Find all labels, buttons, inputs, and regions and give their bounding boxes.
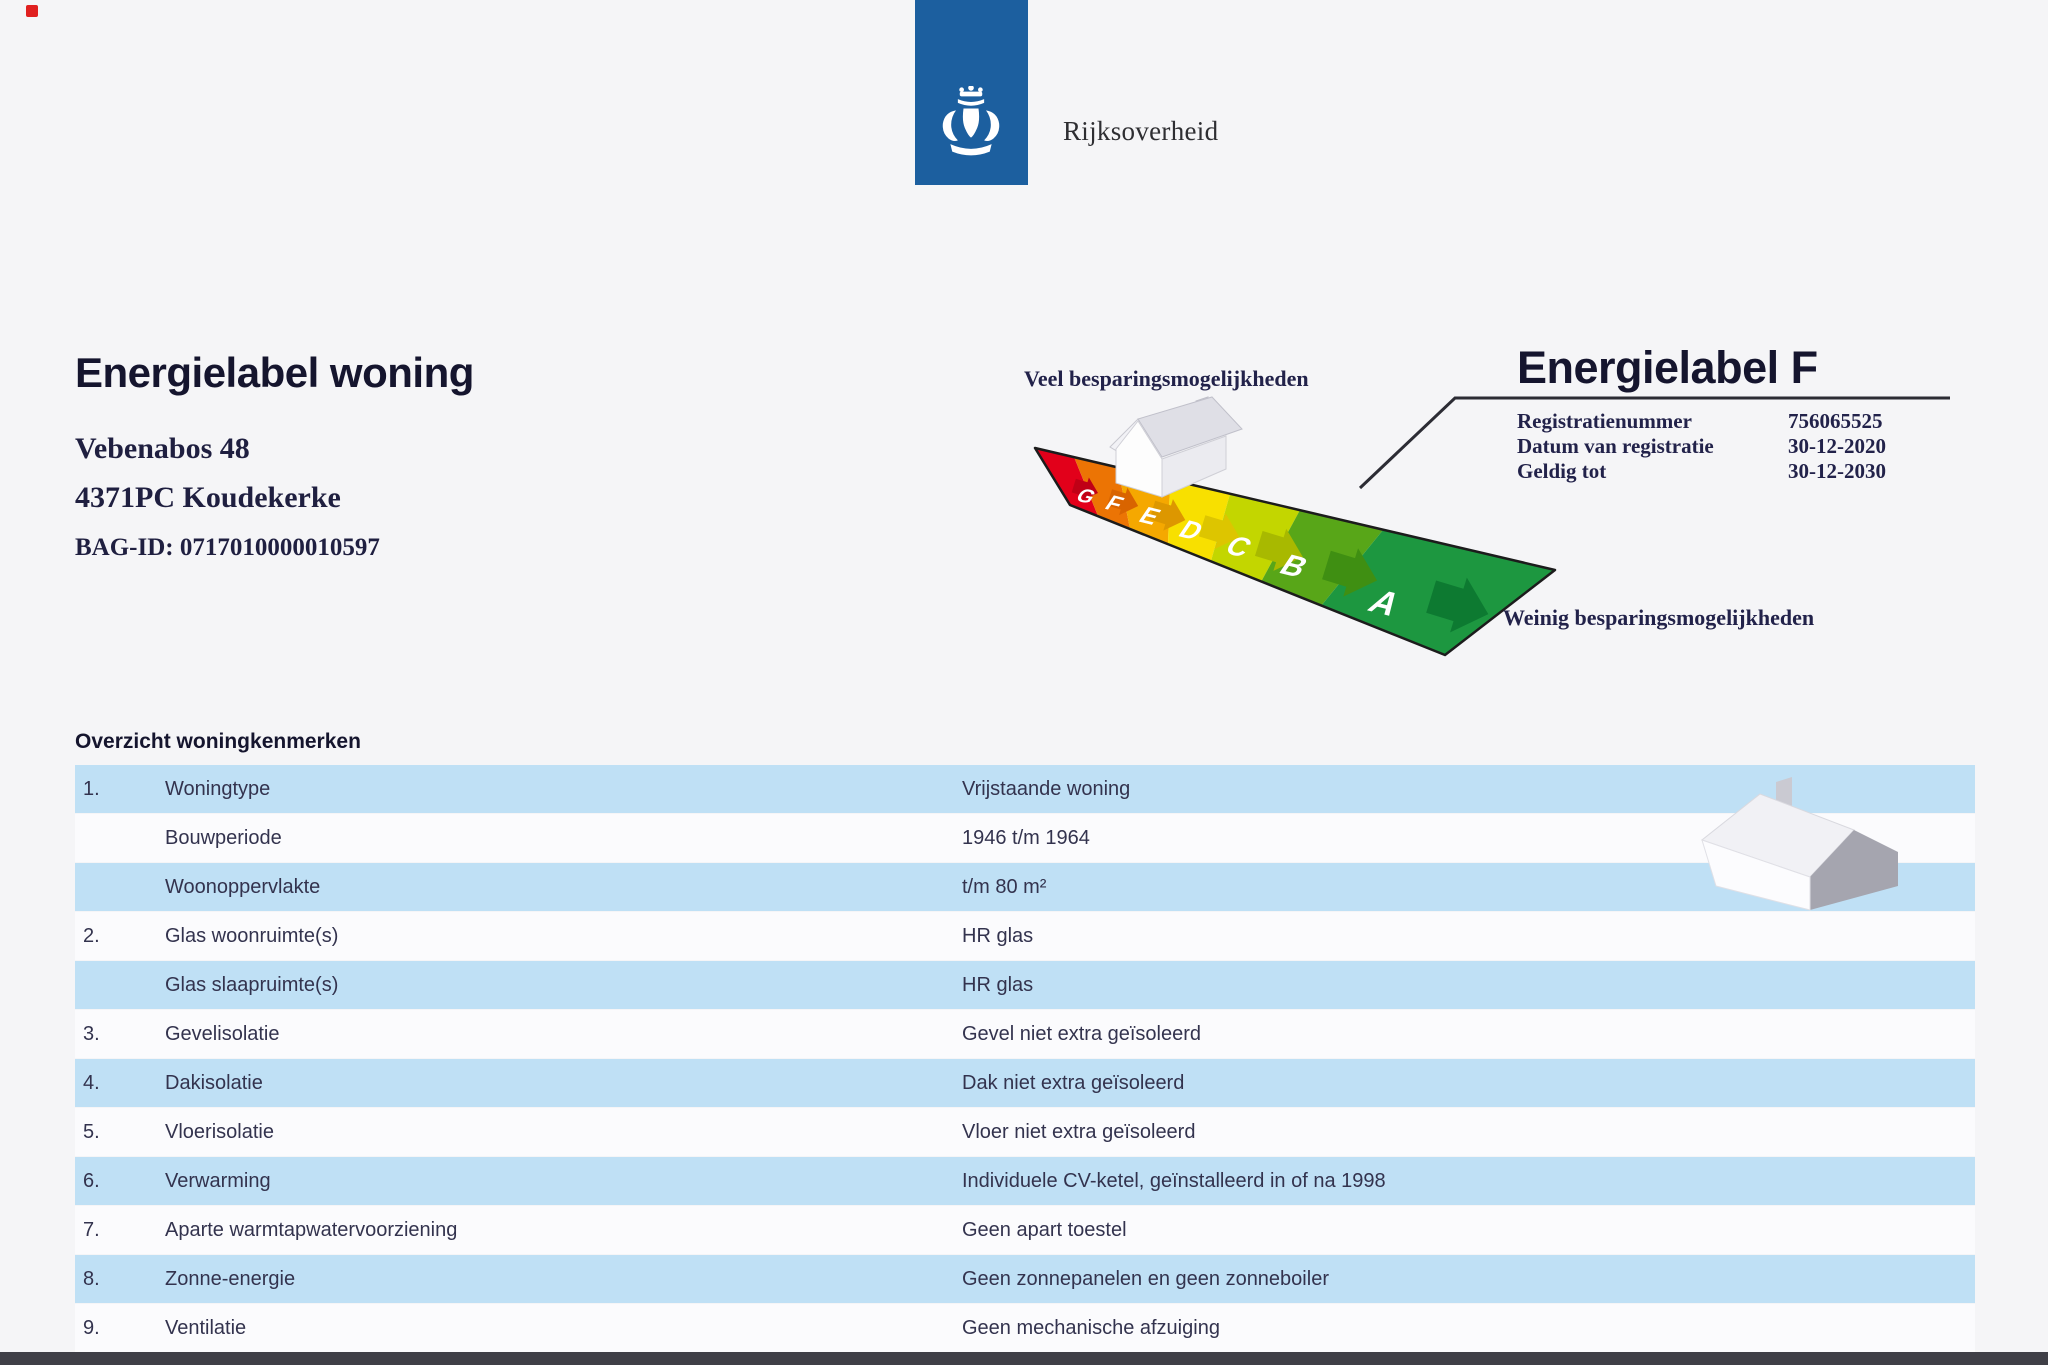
field-value: 756065525 [1788, 409, 1883, 433]
row-number: 9. [83, 1317, 100, 1339]
savings-note-bottom: Weinig besparingsmogelijkheden [1503, 605, 1815, 630]
address-line1: Vebenabos 48 [75, 432, 250, 465]
row-value: Vloer niet extra geïsoleerd [962, 1121, 1196, 1143]
row-value: t/m 80 m² [962, 876, 1047, 898]
field-label: Geldig tot [1517, 459, 1607, 483]
row-number: 2. [83, 925, 100, 947]
table-row: 8. Zonne-energie Geen zonnepanelen en ge… [75, 1255, 1975, 1303]
registration-row: Geldig tot 30-12-2030 [1517, 459, 1987, 484]
house-on-scale-icon [1109, 396, 1243, 498]
row-value: Dak niet extra geïsoleerd [962, 1072, 1185, 1094]
page-title: Energielabel woning [75, 349, 474, 396]
row-value: 1946 t/m 1964 [962, 827, 1090, 849]
row-value: HR glas [962, 974, 1034, 996]
bag-id: BAG-ID: 0717010000010597 [75, 534, 380, 561]
scale-segment-b [1261, 510, 1383, 606]
field-value: 30-12-2020 [1788, 434, 1886, 458]
row-label: Glas slaapruimte(s) [165, 974, 339, 996]
row-value: Geen apart toestel [962, 1219, 1127, 1241]
house-icon [1700, 777, 1898, 911]
rijksoverheid-logo-banner [915, 0, 1028, 185]
row-label: Gevelisolatie [165, 1023, 280, 1045]
table-row: Bouwperiode 1946 t/m 1964 [75, 814, 1975, 862]
energy-scale-graphic: G F E D C B A [1033, 396, 1557, 657]
row-number: 7. [83, 1219, 100, 1241]
row-value: Individuele CV-ketel, geïnstalleerd in o… [962, 1170, 1386, 1192]
row-label: Dakisolatie [165, 1072, 263, 1094]
field-value: 30-12-2030 [1788, 459, 1886, 483]
table-row: Glas slaapruimte(s) HR glas [75, 961, 1975, 1009]
row-number: 5. [83, 1121, 100, 1143]
table-row: 7. Aparte warmtapwatervoorziening Geen a… [75, 1206, 1975, 1254]
scale-segment-g [1035, 448, 1098, 516]
registration-fields: Registratienummer 756065525 Datum van re… [1517, 409, 1987, 484]
savings-note-top: Veel besparingsmogelijkheden [1024, 366, 1309, 391]
row-label: Glas woonruimte(s) [165, 925, 339, 947]
row-label: Woonoppervlakte [165, 876, 321, 898]
address-line2: 4371PC Koudekerke [75, 481, 341, 514]
table-heading: Overzicht woningkenmerken [75, 730, 361, 753]
registration-row: Datum van registratie 30-12-2020 [1517, 434, 1987, 459]
row-value: Vrijstaande woning [962, 778, 1131, 800]
table-row: 5. Vloerisolatie Vloer niet extra geïsol… [75, 1108, 1975, 1156]
scale-segment-c [1211, 494, 1300, 582]
row-label: Verwarming [165, 1170, 271, 1192]
field-label: Datum van registratie [1517, 434, 1714, 458]
row-label: Bouwperiode [165, 827, 282, 849]
red-dot-artifact [26, 5, 38, 17]
callout-line [1358, 396, 1950, 490]
field-label: Registratienummer [1517, 409, 1692, 433]
row-number: 6. [83, 1170, 100, 1192]
row-label: Ventilatie [165, 1317, 247, 1339]
row-label: Aparte warmtapwatervoorziening [165, 1219, 458, 1241]
row-number: 4. [83, 1072, 100, 1094]
table-row: 3. Gevelisolatie Gevel niet extra geïsol… [75, 1010, 1975, 1058]
row-number: 3. [83, 1023, 100, 1045]
table-row: 6. Verwarming Individuele CV-ketel, geïn… [75, 1157, 1975, 1205]
rijksoverheid-wordmark: Rijksoverheid [1063, 116, 1219, 146]
table-row: Woonoppervlakte t/m 80 m² [75, 863, 1975, 911]
scale-arrows [1071, 477, 1489, 633]
row-value: Geen mechanische afzuiging [962, 1317, 1220, 1339]
row-value: HR glas [962, 925, 1034, 947]
row-label: Woningtype [165, 778, 271, 800]
row-number: 1. [83, 778, 100, 800]
row-label: Vloerisolatie [165, 1121, 274, 1143]
row-value: Gevel niet extra geïsoleerd [962, 1023, 1202, 1045]
table-row: 1. Woningtype Vrijstaande woning [75, 765, 1975, 813]
registration-row: Registratienummer 756065525 [1517, 409, 1987, 434]
characteristics-table: 1. Woningtype Vrijstaande woning Bouwper… [75, 765, 1975, 1353]
row-value: Geen zonnepanelen en geen zonneboiler [962, 1268, 1329, 1290]
row-number: 8. [83, 1268, 100, 1290]
footer-bar [0, 1352, 2048, 1365]
rijksoverheid-crest-icon [942, 86, 1000, 156]
table-row: 4. Dakisolatie Dak niet extra geïsoleerd [75, 1059, 1975, 1107]
row-label: Zonne-energie [165, 1268, 296, 1290]
energy-label-heading: Energielabel F [1517, 342, 1818, 393]
table-row: 9. Ventilatie Geen mechanische afzuiging [75, 1304, 1975, 1352]
table-row: 2. Glas woonruimte(s) HR glas [75, 912, 1975, 960]
